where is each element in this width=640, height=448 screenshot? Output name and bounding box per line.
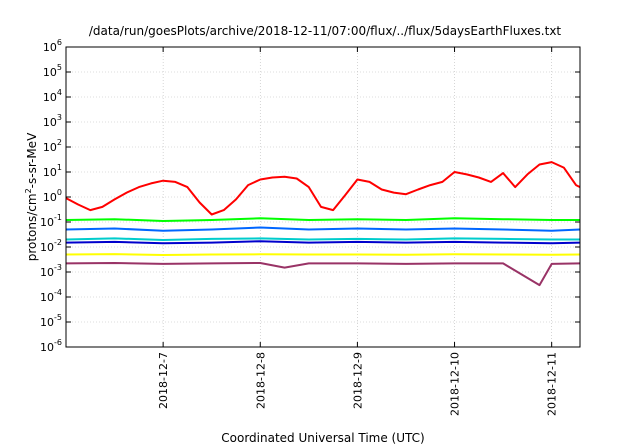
y-tick-base: 10	[43, 141, 57, 154]
series-line-1	[65, 161, 581, 216]
y-tick-label: 10-1	[40, 213, 62, 229]
y-tick-exponent: 6	[57, 38, 62, 47]
x-tick-label: 2018-12-11	[546, 352, 559, 416]
y-tick-base: 10	[40, 341, 54, 354]
series-line-6	[65, 253, 581, 256]
y-tick-base: 10	[40, 316, 54, 329]
y-tick-base: 10	[40, 266, 54, 279]
y-tick-exponent: -4	[54, 288, 62, 297]
y-tick-exponent: -1	[54, 213, 62, 222]
y-tick-label: 100	[43, 188, 62, 204]
series-line-7	[65, 262, 581, 287]
y-tick-exponent: -5	[54, 313, 62, 322]
y-tick-base: 10	[43, 166, 57, 179]
y-tick-base: 10	[43, 116, 57, 129]
x-tick-label: 2018-12-7	[157, 352, 170, 409]
y-tick-label: 10-4	[40, 288, 62, 304]
series-line-3	[65, 226, 581, 232]
y-tick-label: 102	[43, 138, 62, 154]
y-tick-exponent: 5	[57, 63, 62, 72]
y-axis-label-post: -s-sr-MeV	[25, 132, 39, 188]
y-tick-base: 10	[43, 91, 57, 104]
y-tick-base: 10	[43, 66, 57, 79]
y-axis-label: protons/cm2-s-sr-MeV	[24, 132, 39, 261]
y-axis-ticks: 10-610-510-410-310-210-11001011021031041…	[40, 38, 580, 354]
y-tick-exponent: 0	[57, 188, 62, 197]
y-tick-base: 10	[40, 216, 54, 229]
x-axis-label: Coordinated Universal Time (UTC)	[221, 431, 424, 445]
y-tick-label: 104	[43, 88, 62, 104]
plot-area	[66, 47, 580, 347]
series-layer	[65, 161, 581, 287]
y-tick-exponent: 4	[57, 88, 62, 97]
y-tick-label: 10-2	[40, 238, 62, 254]
y-tick-exponent: -2	[54, 238, 62, 247]
x-tick-label: 2018-12-10	[449, 352, 462, 416]
series-line-2	[65, 217, 580, 222]
y-tick-label: 103	[43, 113, 62, 129]
y-tick-label: 10-3	[40, 263, 62, 279]
y-axis-label-sup: 2	[24, 188, 33, 193]
y-tick-exponent: 1	[57, 163, 62, 172]
y-tick-label: 105	[43, 63, 62, 79]
y-tick-base: 10	[43, 41, 57, 54]
y-tick-label: 10-5	[40, 313, 62, 329]
y-tick-exponent: 3	[57, 113, 62, 122]
x-tick-label: 2018-12-9	[351, 352, 364, 409]
y-tick-label: 101	[43, 163, 62, 179]
y-tick-base: 10	[43, 191, 57, 204]
y-tick-exponent: -3	[54, 263, 62, 272]
y-tick-label: 106	[43, 38, 62, 54]
grid-lines	[66, 47, 580, 347]
y-tick-base: 10	[40, 291, 54, 304]
x-axis-ticks: 2018-12-7 2018-12-8 2018-12-9 2018-12-10 201…	[157, 47, 559, 416]
y-tick-base: 10	[40, 241, 54, 254]
x-tick-label: 2018-12-8	[254, 352, 267, 409]
y-tick-label: 10-6	[40, 338, 62, 354]
y-tick-exponent: 2	[57, 138, 62, 147]
y-tick-exponent: -6	[54, 338, 62, 347]
chart-title: /data/run/goesPlots/archive/2018-12-11/0…	[89, 24, 562, 38]
series-line-4	[65, 237, 580, 241]
series-line-5	[65, 240, 581, 245]
y-axis-label-pre: protons/cm	[25, 193, 39, 261]
